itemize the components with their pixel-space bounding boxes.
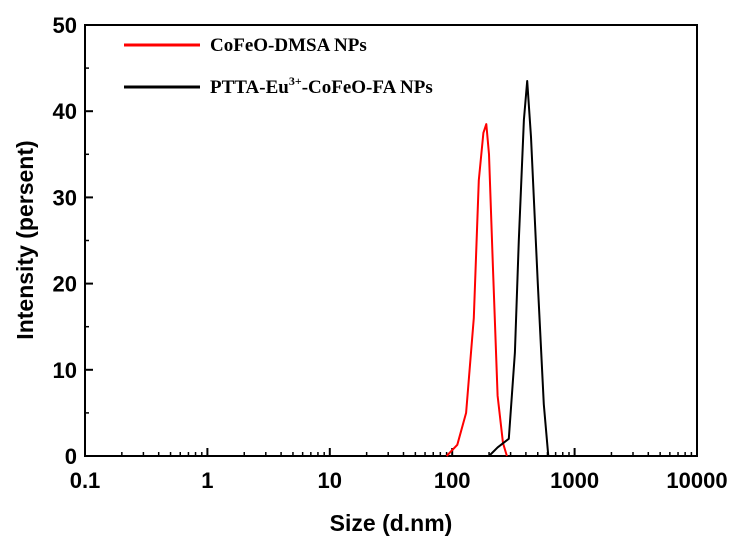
legend-label-main: PTTA-Eu xyxy=(210,77,289,98)
y-tick-label: 40 xyxy=(53,99,77,124)
series-line-1 xyxy=(445,123,508,457)
y-axis-ticks: 0 10 20 30 40 50 xyxy=(53,13,93,469)
x-tick-label: 1000 xyxy=(550,468,599,493)
series-lines xyxy=(445,80,550,457)
y-axis-title: Intensity (persent) xyxy=(12,140,38,339)
x-tick-label: 0.1 xyxy=(70,468,101,493)
y-tick-label: 30 xyxy=(53,185,77,210)
legend-label-superscript: 3+ xyxy=(289,74,302,88)
legend-label-2: PTTA-Eu3+-CoFeO-FA NPs xyxy=(210,74,433,98)
y-tick-label: 50 xyxy=(53,13,77,38)
x-tick-label: 1 xyxy=(201,468,213,493)
x-axis-title: Size (d.nm) xyxy=(330,510,453,536)
x-tick-label: 10000 xyxy=(666,468,727,493)
y-tick-label: 10 xyxy=(53,358,77,383)
legend: CoFeO-DMSA NPs PTTA-Eu3+-CoFeO-FA NPs xyxy=(124,35,433,98)
legend-label-1: CoFeO-DMSA NPs xyxy=(210,35,367,56)
x-axis-ticks: 0.1 1 10 100 1000 10000 xyxy=(70,448,728,493)
x-tick-label: 10 xyxy=(318,468,342,493)
legend-label-main: CoFeO-DMSA NPs xyxy=(210,35,367,56)
y-tick-label: 20 xyxy=(53,272,77,297)
x-tick-label: 100 xyxy=(434,468,471,493)
legend-label-tail: -CoFeO-FA NPs xyxy=(302,77,433,98)
y-tick-label: 0 xyxy=(65,444,77,469)
series-line-2 xyxy=(488,80,550,457)
